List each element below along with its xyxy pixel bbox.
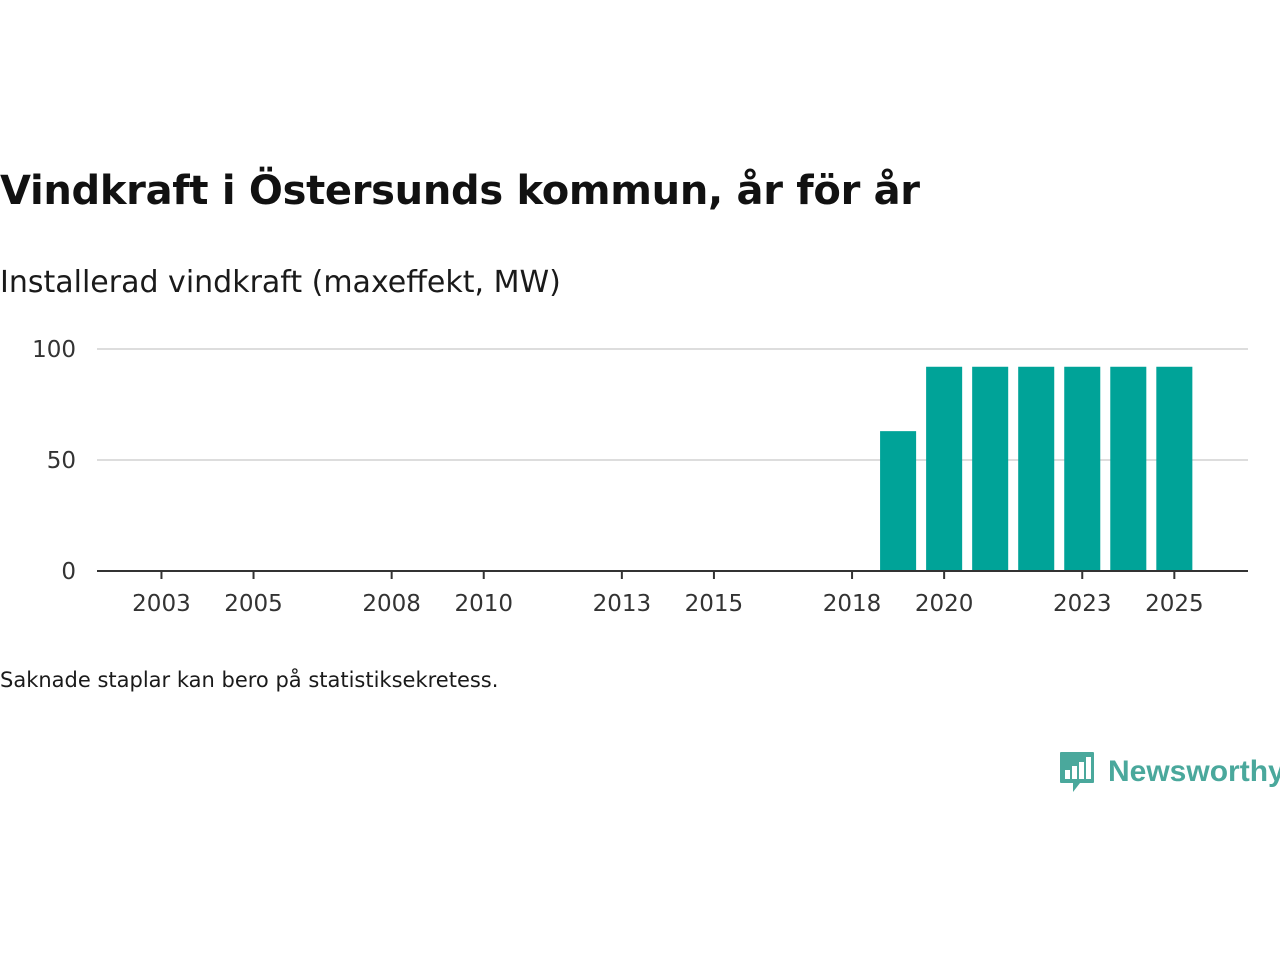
y-tick-label: 0 xyxy=(61,559,76,585)
x-tick-label: 2003 xyxy=(132,591,191,617)
x-tick-label: 2015 xyxy=(685,591,744,617)
brand-logo[interactable]: Newsworthy xyxy=(1058,750,1280,794)
bar xyxy=(972,366,1009,571)
bar xyxy=(1064,366,1101,571)
bars xyxy=(880,366,1193,571)
x-tick-label: 2025 xyxy=(1145,591,1204,617)
x-tick-label: 2008 xyxy=(362,591,421,617)
y-tick-label: 50 xyxy=(47,448,76,474)
footnote: Saknade staplar kan bero på statistiksek… xyxy=(0,668,499,692)
axes: 0 50 100 2003 2005 2008 2010 2013 2015 2018 2020 20… xyxy=(32,337,1248,617)
x-tick-label: 2005 xyxy=(224,591,283,617)
x-tick-label: 2013 xyxy=(593,591,652,617)
bar xyxy=(1018,366,1055,571)
chart-title: Vindkraft i Östersunds kommun, år för år xyxy=(0,168,920,214)
x-tick-label: 2023 xyxy=(1053,591,1112,617)
chart-subtitle: Installerad vindkraft (maxeffekt, MW) xyxy=(0,265,561,300)
x-tick-label: 2010 xyxy=(454,591,513,617)
x-tick-label: 2018 xyxy=(823,591,882,617)
y-tick-label: 100 xyxy=(32,337,76,363)
bar xyxy=(880,431,917,571)
bar-chart-speech-bubble-icon xyxy=(1060,752,1094,792)
bar xyxy=(926,366,963,571)
bar xyxy=(1156,366,1193,571)
brand-name: Newsworthy xyxy=(1108,755,1280,788)
bar xyxy=(1110,366,1147,571)
gridlines xyxy=(97,348,1248,461)
x-tick-label: 2020 xyxy=(915,591,974,617)
